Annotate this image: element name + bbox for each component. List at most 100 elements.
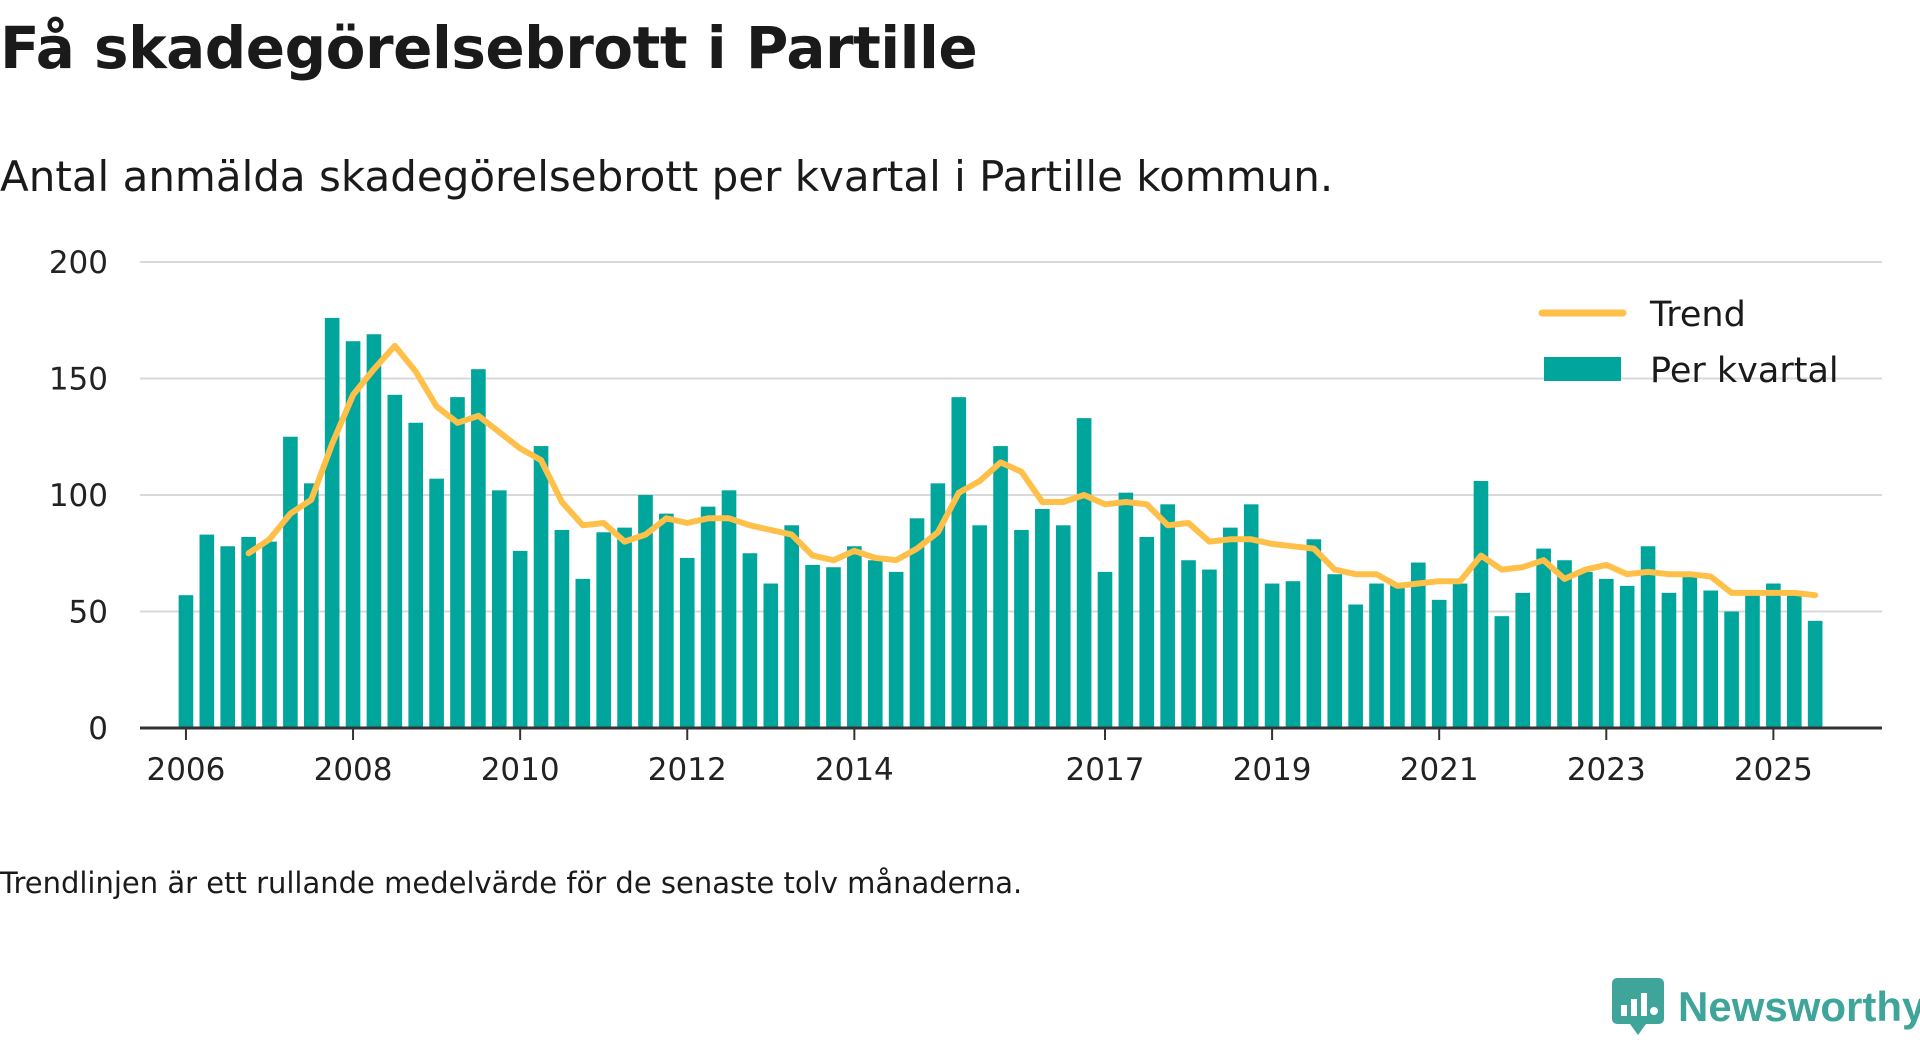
legend-bar-label: Per kvartal bbox=[1650, 351, 1839, 391]
bar bbox=[1348, 604, 1363, 728]
x-tick-label: 2014 bbox=[815, 752, 894, 788]
bar bbox=[700, 506, 716, 728]
newsworthy-logo-icon bbox=[1612, 978, 1664, 1035]
bar bbox=[1473, 481, 1489, 728]
bar bbox=[1327, 574, 1343, 728]
y-tick-label: 50 bbox=[69, 595, 108, 631]
bar bbox=[867, 560, 883, 728]
legend-trend-label: Trend bbox=[1649, 295, 1746, 335]
bar bbox=[283, 436, 298, 728]
bar bbox=[303, 483, 319, 728]
bar bbox=[1055, 525, 1071, 728]
bar bbox=[1640, 546, 1656, 728]
bar bbox=[1202, 569, 1217, 728]
bar bbox=[1598, 578, 1614, 728]
bar bbox=[1619, 585, 1635, 728]
x-tick-label: 2017 bbox=[1066, 752, 1145, 788]
bar bbox=[721, 490, 737, 728]
bar bbox=[345, 341, 361, 728]
chart-title: Få skadegörelsebrott i Partille bbox=[0, 14, 978, 82]
bar bbox=[1306, 539, 1322, 728]
bar bbox=[1557, 560, 1572, 728]
bar bbox=[1766, 583, 1781, 728]
bar bbox=[471, 369, 486, 728]
bar bbox=[575, 578, 591, 728]
bar bbox=[1494, 616, 1510, 728]
bar bbox=[1014, 529, 1029, 728]
bar bbox=[1097, 571, 1113, 728]
bar bbox=[408, 422, 424, 728]
bar bbox=[805, 564, 820, 728]
bar bbox=[972, 525, 987, 728]
bar bbox=[1452, 583, 1468, 728]
bar bbox=[491, 490, 507, 728]
bar bbox=[387, 394, 403, 728]
bar bbox=[178, 595, 194, 728]
bar bbox=[1703, 590, 1719, 728]
bar bbox=[324, 317, 340, 728]
bar bbox=[220, 546, 236, 728]
bar bbox=[1369, 583, 1384, 728]
bar bbox=[199, 534, 215, 728]
bar bbox=[1786, 595, 1802, 728]
bar bbox=[1536, 548, 1551, 728]
bar bbox=[1745, 595, 1760, 728]
x-tick-label: 2010 bbox=[481, 752, 560, 788]
bar bbox=[1139, 536, 1155, 728]
bar bbox=[450, 397, 465, 728]
bar bbox=[1285, 581, 1301, 728]
bar bbox=[1807, 620, 1823, 728]
trend-line bbox=[245, 342, 1819, 599]
bar bbox=[1515, 592, 1531, 728]
y-tick-label: 0 bbox=[88, 711, 108, 747]
bar bbox=[1724, 611, 1739, 728]
legend: Trend Per kvartal bbox=[1538, 295, 1839, 391]
bar bbox=[1264, 583, 1280, 728]
bar bbox=[1390, 583, 1405, 728]
brand-logo: Newsworthy bbox=[1612, 978, 1920, 1036]
bar bbox=[1243, 504, 1259, 728]
x-tick-label: 2023 bbox=[1567, 752, 1646, 788]
legend-bar-swatch bbox=[1544, 357, 1621, 381]
bar bbox=[742, 553, 758, 728]
x-tick-label: 2021 bbox=[1400, 752, 1479, 788]
x-tick-label: 2025 bbox=[1734, 752, 1813, 788]
bar bbox=[512, 550, 528, 728]
bar bbox=[638, 495, 653, 728]
bar bbox=[826, 567, 841, 728]
bar bbox=[1076, 418, 1092, 728]
bar bbox=[1160, 504, 1175, 728]
bar bbox=[1223, 527, 1238, 728]
x-tick-label: 2006 bbox=[146, 752, 225, 788]
x-tick-label: 2012 bbox=[648, 752, 727, 788]
bar-series bbox=[178, 317, 1823, 728]
bar bbox=[1181, 560, 1196, 728]
y-tick-label: 150 bbox=[49, 362, 108, 398]
bar bbox=[554, 529, 570, 728]
bar bbox=[596, 532, 612, 728]
footnote: Trendlinjen är ett rullande medelvärde f… bbox=[0, 866, 1023, 900]
x-tick-label: 2008 bbox=[314, 752, 393, 788]
bar bbox=[679, 557, 695, 728]
bar bbox=[763, 583, 779, 728]
chart-subtitle: Antal anmälda skadegörelsebrott per kvar… bbox=[0, 152, 1334, 201]
y-tick-label: 100 bbox=[49, 478, 108, 514]
bar bbox=[1578, 571, 1593, 728]
bar bbox=[533, 446, 549, 728]
bar bbox=[784, 525, 799, 728]
bar bbox=[951, 397, 967, 728]
bar bbox=[1118, 492, 1134, 728]
bar bbox=[241, 536, 256, 728]
bar bbox=[1661, 592, 1677, 728]
bar bbox=[847, 546, 862, 728]
bar bbox=[1682, 576, 1698, 728]
x-tick-label: 2019 bbox=[1233, 752, 1312, 788]
bar bbox=[617, 527, 632, 728]
bar bbox=[1431, 599, 1447, 728]
bar bbox=[909, 518, 925, 728]
chart-svg: 0 50 100 150 200 2006 2008 2010 2012 2014 2017 2019… bbox=[49, 245, 1882, 788]
bar bbox=[429, 478, 444, 728]
trend-series bbox=[245, 342, 1819, 599]
y-tick-label: 200 bbox=[49, 245, 108, 281]
axes: 0 50 100 150 200 2006 2008 2010 2012 2014 2017 2019… bbox=[49, 245, 1882, 788]
